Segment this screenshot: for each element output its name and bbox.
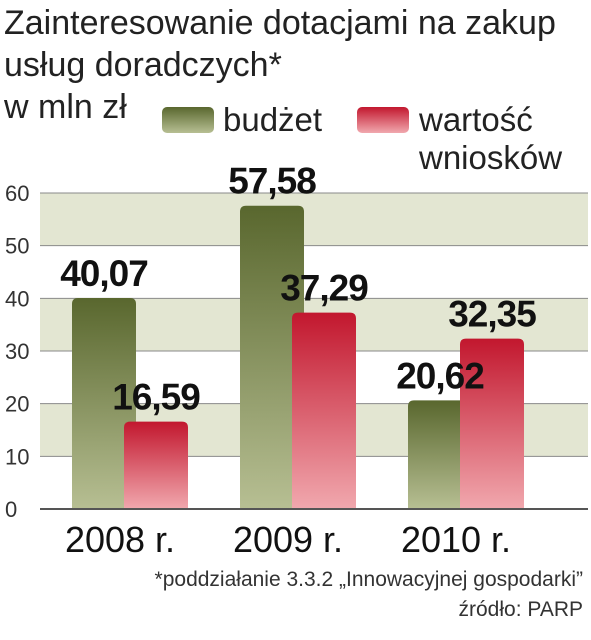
x-axis-categories: 2008 r. 2009 r. 2010 r. [65, 519, 511, 560]
data-label-budzet-1: 57,58 [228, 161, 316, 202]
data-labels: 40,07 16,59 57,58 37,29 20,62 32,35 [60, 161, 537, 418]
x-category-label: 2008 r. [65, 519, 175, 560]
y-tick-label: 50 [5, 234, 29, 259]
legend-label-wartosc-line-1: wartość [418, 101, 533, 138]
y-tick-label: 60 [5, 181, 29, 206]
legend-label-wartosc-line-2: wniosków [418, 139, 562, 176]
legend-label-budzet: budżet [223, 101, 322, 138]
x-category-label: 2010 r. [401, 519, 511, 560]
bar-budzet-0 [72, 297, 136, 509]
data-label-wartosc-2: 32,35 [448, 294, 536, 335]
y-tick-label: 20 [5, 392, 29, 417]
data-label-wartosc-1: 37,29 [280, 268, 368, 309]
bar-budzet-1 [240, 205, 304, 509]
source: źródło: PARP [459, 598, 584, 621]
y-tick-label: 40 [5, 286, 29, 311]
data-label-budzet-2: 20,62 [396, 355, 484, 396]
y-tick-label: 30 [5, 339, 29, 364]
bar-wartosc-0 [124, 421, 188, 509]
chart-title-line-2: usług doradczych* [4, 46, 282, 84]
chart-title-line-1: Zainteresowanie dotacjami na zakup [4, 4, 556, 42]
legend-swatch-budzet [162, 107, 214, 133]
bar-wartosc-2 [460, 338, 524, 509]
legend: budżet wartość wniosków [162, 101, 562, 176]
y-axis-ticks: 0 10 20 30 40 50 60 [5, 181, 29, 522]
bars [72, 205, 524, 509]
legend-swatch-wartosc [357, 107, 409, 133]
x-category-label: 2009 r. [233, 519, 343, 560]
bar-budzet-2 [408, 400, 472, 509]
grid-band [40, 193, 588, 246]
footnote: *poddziałanie 3.3.2 „Innowacyjnej gospod… [155, 568, 583, 591]
y-tick-label: 10 [5, 444, 29, 469]
data-label-wartosc-0: 16,59 [112, 377, 200, 418]
bar-wartosc-1 [292, 312, 356, 509]
chart-title-line-3: w mln zł [3, 88, 127, 126]
data-label-budzet-0: 40,07 [60, 253, 148, 294]
y-tick-label: 0 [5, 497, 17, 522]
